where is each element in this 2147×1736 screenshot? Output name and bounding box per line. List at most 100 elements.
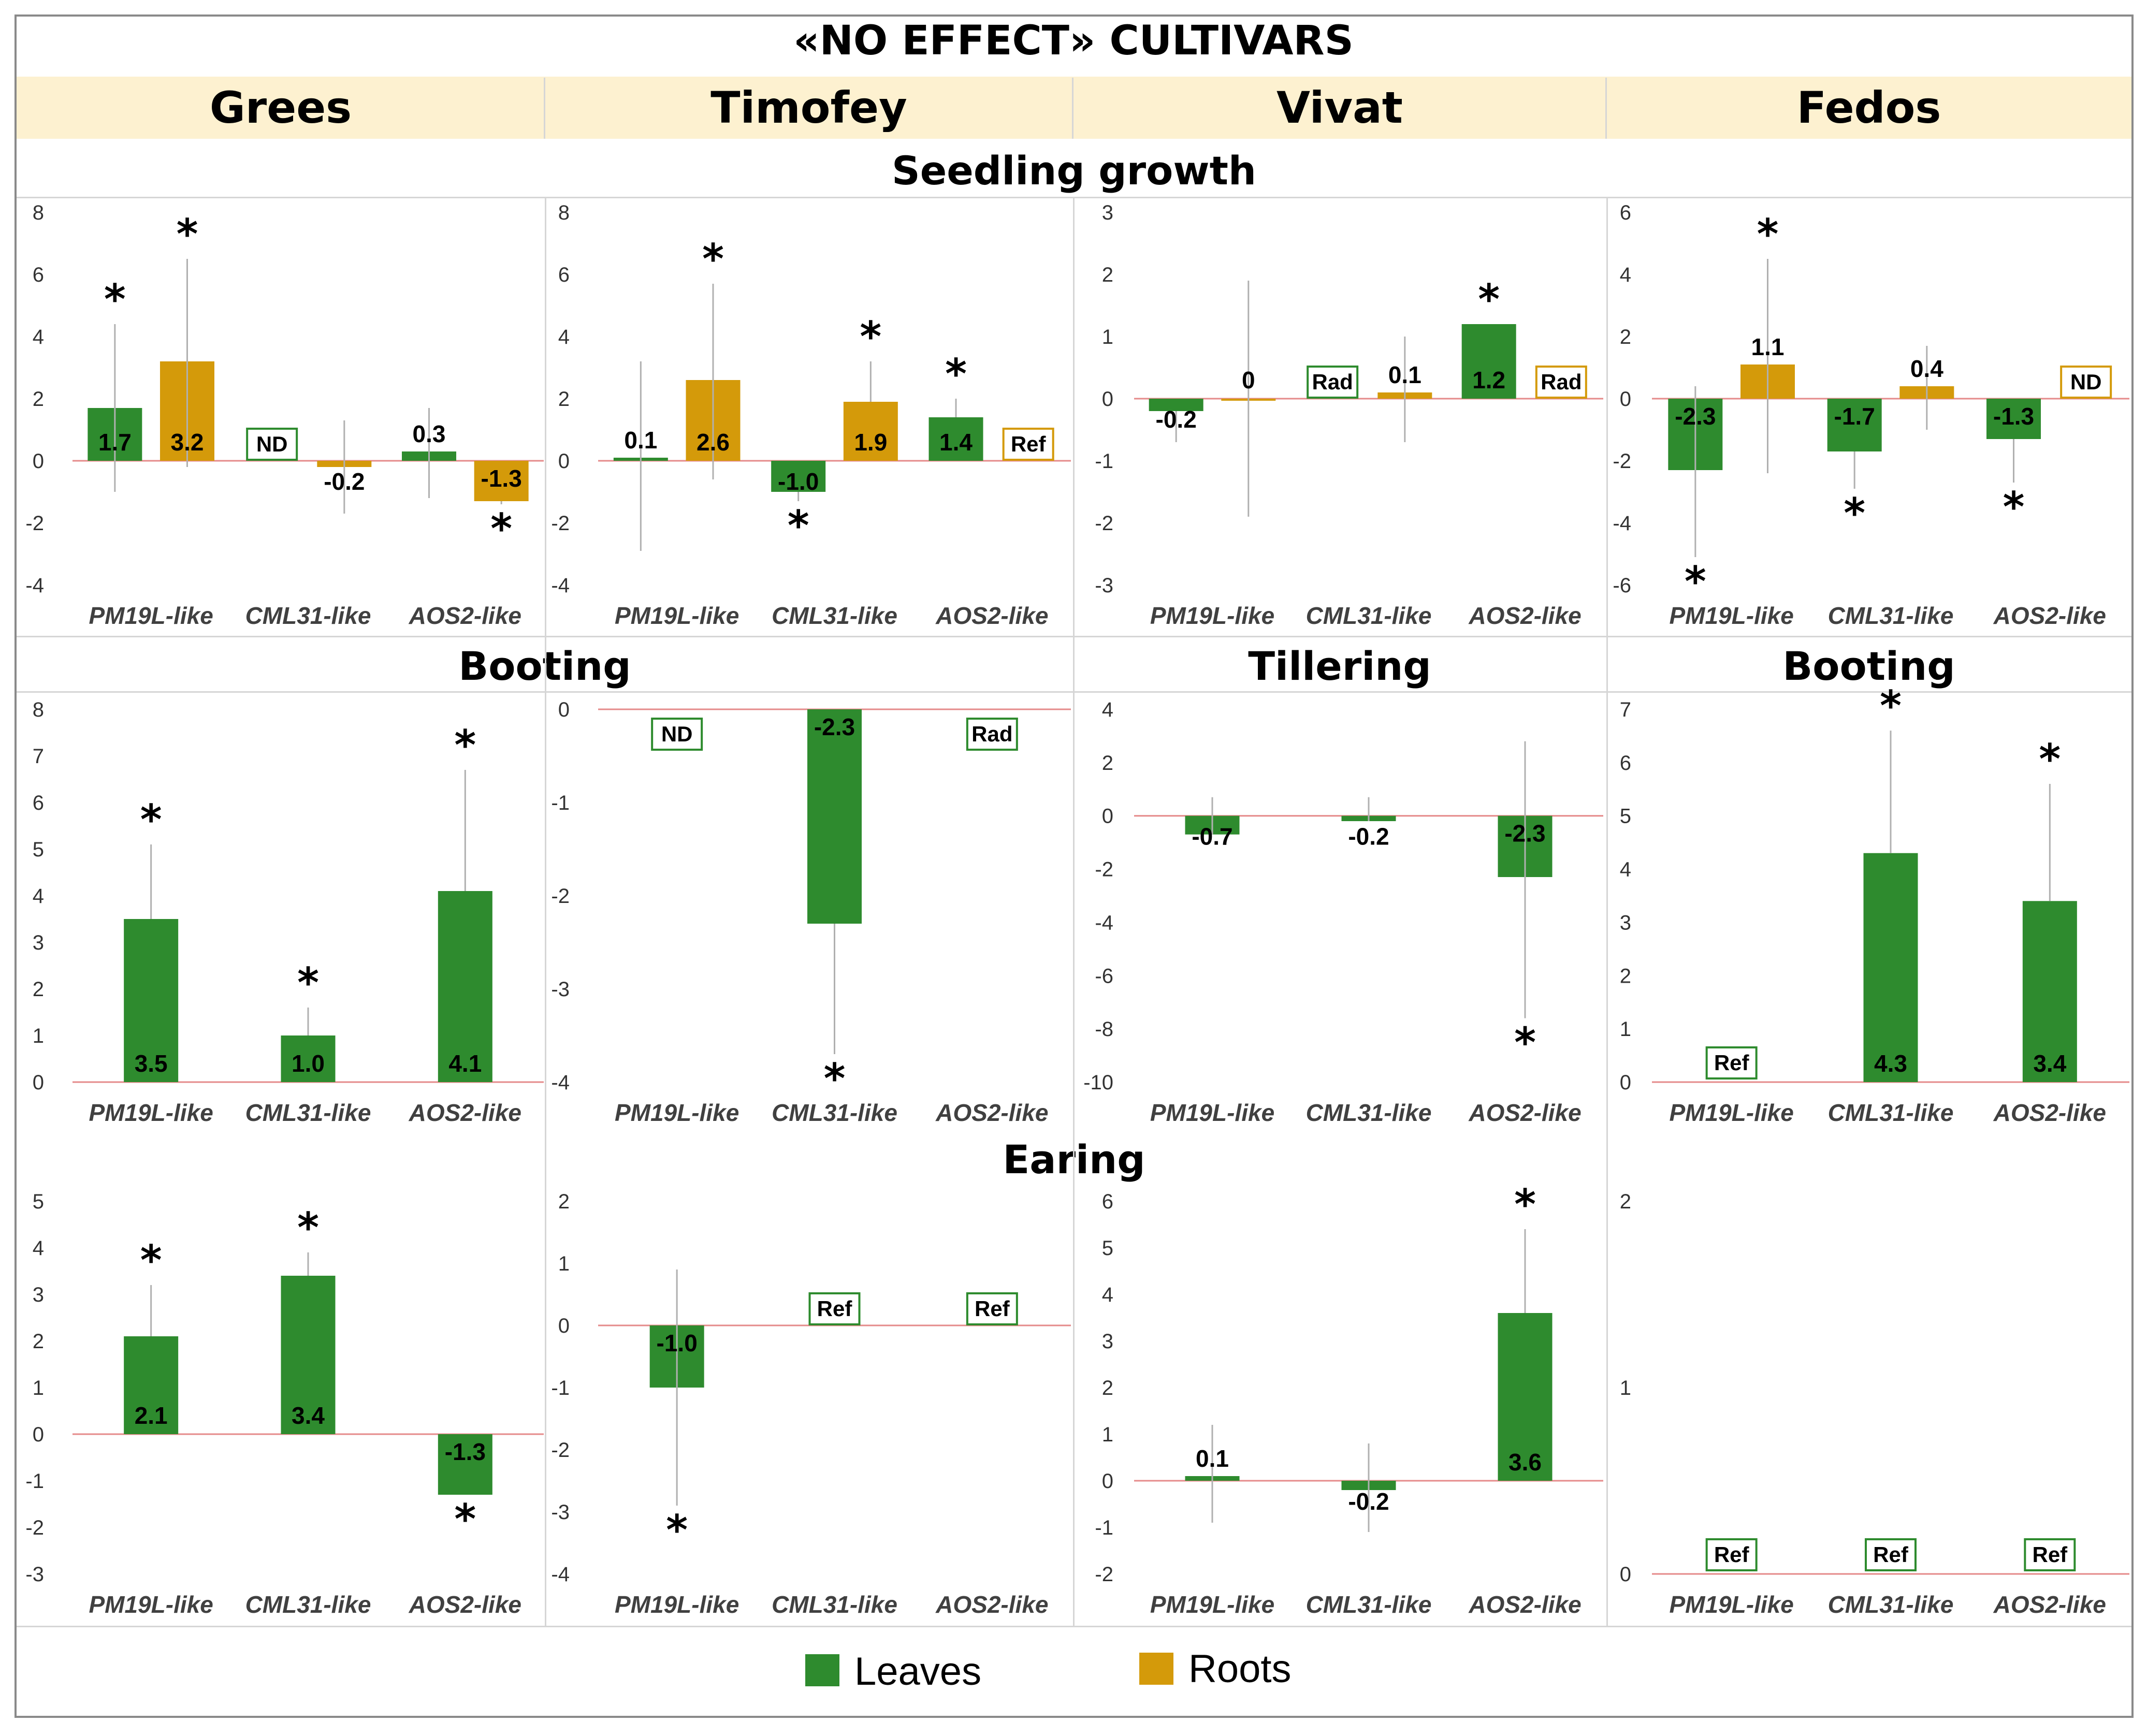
category-label: PM19L-like: [89, 1099, 213, 1126]
y-tick-label: 1: [1620, 1018, 1631, 1041]
bar-leaves: [807, 709, 862, 924]
status-label: ND: [661, 722, 693, 746]
category-label: AOS2-like: [1468, 1099, 1581, 1126]
status-label: Ref: [2032, 1542, 2068, 1567]
data-label: 4.1: [448, 1050, 482, 1077]
y-tick-label: -1: [1095, 1516, 1113, 1539]
y-tick-label: -2: [1095, 512, 1113, 535]
y-tick-label: 3: [1102, 1330, 1113, 1353]
data-label: -0.7: [1192, 823, 1232, 850]
significance-star: *: [140, 796, 162, 844]
data-label: 3.4: [2033, 1050, 2066, 1077]
category-label: PM19L-like: [1150, 1099, 1274, 1126]
category-label: AOS2-like: [409, 1099, 521, 1126]
category-label: CML31-like: [1306, 602, 1432, 629]
y-tick-label: 5: [33, 1190, 44, 1213]
category-label: CML31-like: [772, 1099, 897, 1126]
data-label: 0.1: [1196, 1445, 1229, 1472]
category-label: PM19L-like: [1670, 1591, 1794, 1618]
category-label: CML31-like: [1306, 1591, 1432, 1618]
category-label: PM19L-like: [89, 602, 213, 629]
y-tick-label: 0: [558, 1315, 570, 1337]
y-tick-label: 4: [1102, 1283, 1113, 1306]
legend-label-leaves: Leaves: [854, 1650, 982, 1694]
y-tick-label: 7: [33, 745, 44, 768]
category-label: PM19L-like: [89, 1591, 213, 1618]
y-tick-label: 0: [1102, 388, 1113, 411]
y-tick-label: 3: [1620, 911, 1631, 934]
column-divider: [1606, 197, 1608, 1626]
significance-star: *: [140, 1236, 162, 1285]
data-label: -2.3: [1504, 820, 1545, 847]
status-label: Rad: [971, 722, 1012, 746]
status-label: Ref: [1714, 1542, 1750, 1567]
status-box: [1865, 1538, 1917, 1571]
data-label: -0.2: [1348, 1488, 1389, 1515]
status-box: [246, 428, 298, 461]
y-tick-label: -4: [551, 574, 570, 597]
category-label: PM19L-like: [1670, 602, 1794, 629]
stage-title-tillering: Tillering: [1248, 643, 1431, 689]
significance-star: *: [1757, 210, 1779, 258]
y-tick-label: -4: [1095, 911, 1113, 934]
y-tick-label: 4: [558, 326, 570, 348]
y-tick-label: 2: [1620, 965, 1631, 987]
data-label: -0.2: [324, 468, 365, 495]
y-tick-label: -1: [551, 1377, 570, 1399]
bar-leaves: [929, 417, 983, 461]
y-tick-label: -1: [25, 1470, 44, 1493]
data-label: 2.6: [697, 429, 730, 456]
significance-star: *: [1514, 1019, 1536, 1067]
significance-star: *: [1880, 682, 1902, 730]
y-tick-label: 2: [1102, 752, 1113, 775]
category-label: AOS2-like: [409, 602, 521, 629]
y-tick-label: 0: [1620, 388, 1631, 411]
y-tick-label: -10: [1083, 1071, 1113, 1094]
y-tick-label: -3: [551, 978, 570, 1001]
y-tick-label: 6: [1620, 752, 1631, 775]
data-label: 1.4: [939, 429, 973, 456]
y-tick-label: 0: [1102, 805, 1113, 828]
bar-leaves: [1498, 1313, 1553, 1481]
y-tick-label: 3: [33, 931, 44, 954]
column-divider: [1073, 197, 1075, 1626]
data-label: -0.2: [1348, 823, 1389, 850]
y-tick-label: -2: [1095, 858, 1113, 881]
bar-leaves: [281, 1035, 336, 1082]
y-tick-label: 0: [1102, 1470, 1113, 1493]
data-label: -1.3: [445, 1438, 486, 1465]
data-label: -1.0: [657, 1330, 698, 1356]
significance-star: *: [666, 1506, 688, 1554]
data-label: -0.2: [1156, 406, 1197, 433]
significance-star: *: [702, 235, 724, 283]
y-tick-label: -2: [551, 885, 570, 908]
status-box: [2060, 366, 2112, 399]
cultivar-header-vivat: Vivat: [1276, 82, 1403, 133]
figure-title: «NO EFFECT» CULTIVARS: [793, 18, 1354, 64]
data-label: 1.7: [98, 429, 132, 456]
y-tick-label: 2: [1102, 1377, 1113, 1399]
data-label: 3.4: [292, 1402, 325, 1429]
y-tick-label: -4: [551, 1563, 570, 1586]
significance-star: *: [490, 505, 512, 553]
y-tick-label: 6: [33, 264, 44, 286]
legend-swatch-roots: [1139, 1653, 1173, 1685]
column-divider: [545, 197, 546, 1626]
significance-star: *: [1844, 489, 1865, 537]
header-divider: [1605, 78, 1607, 139]
category-label: CML31-like: [1828, 602, 1954, 629]
data-label: 0.4: [1910, 355, 1943, 382]
y-tick-label: 2: [33, 978, 44, 1001]
y-tick-label: -1: [1095, 450, 1113, 473]
stage-title-booting-right: Booting: [1782, 643, 1955, 689]
y-tick-label: 0: [33, 1423, 44, 1446]
data-label: 1.9: [854, 429, 887, 456]
y-tick-label: 5: [33, 838, 44, 861]
y-tick-label: 2: [33, 388, 44, 411]
data-label: -1.7: [1834, 403, 1875, 430]
data-label: -1.3: [1993, 403, 2034, 430]
category-label: CML31-like: [772, 602, 897, 629]
status-label: Ref: [817, 1296, 853, 1321]
y-tick-label: 1: [33, 1025, 44, 1047]
